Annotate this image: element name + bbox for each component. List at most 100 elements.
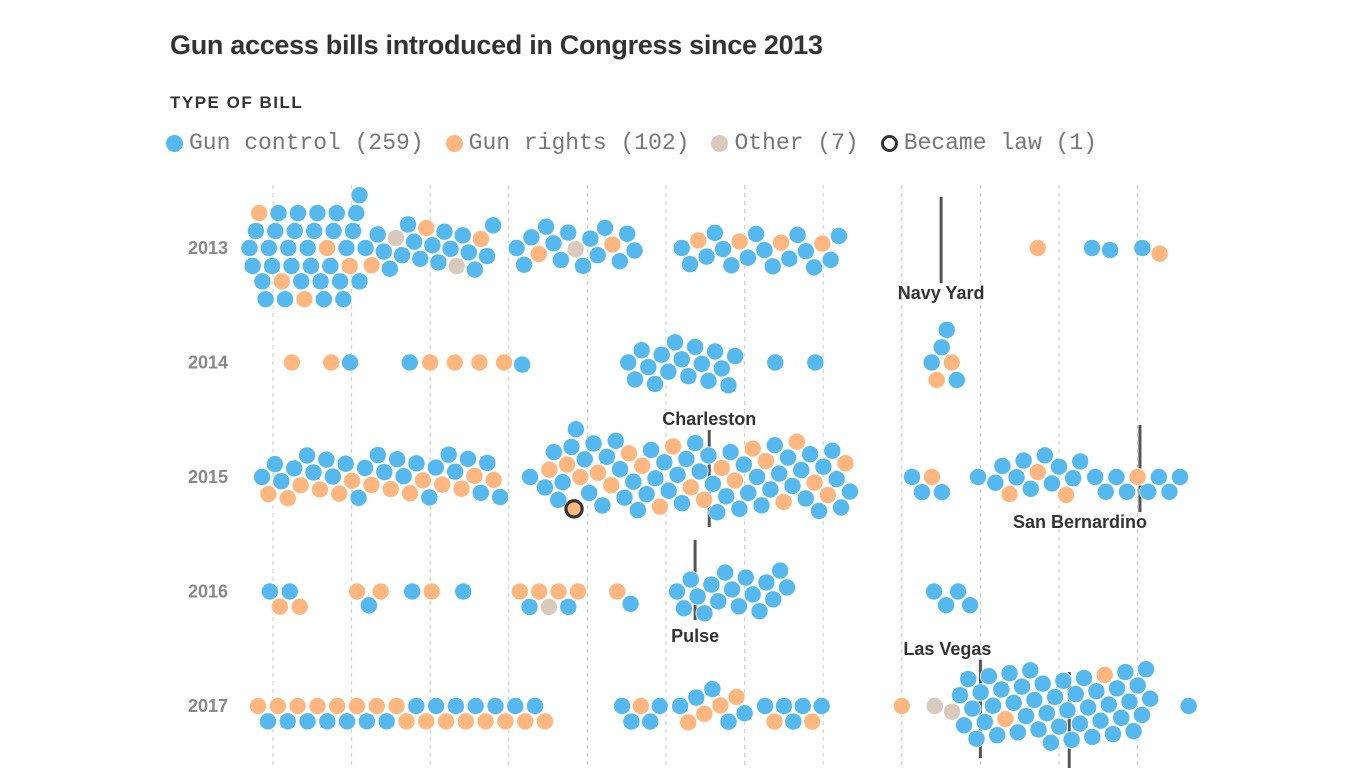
bill-dot-gun-control (672, 238, 691, 257)
bill-dot-other (925, 697, 944, 716)
bill-dot-gun-rights (922, 467, 941, 486)
bill-dot-gun-control (1116, 663, 1135, 682)
year-label: 2013 (188, 238, 228, 258)
legend-swatch (166, 134, 183, 152)
bill-dot-gun-control (377, 712, 396, 731)
bill-dot-gun-control (632, 341, 651, 360)
bill-dot-gun-control (551, 250, 570, 269)
bill-dot-gun-rights (1057, 485, 1076, 504)
bill-dot-gun-control (1070, 714, 1089, 733)
bill-dot-gun-control (1117, 482, 1136, 501)
bill-dot-gun-rights (774, 492, 793, 511)
bill-dot-gun-control (1029, 720, 1048, 739)
bill-dot-gun-control (757, 573, 776, 592)
bill-dot-gun-control (959, 670, 978, 689)
bill-dot-gun-control (723, 580, 742, 599)
bill-dot-gun-control (341, 353, 360, 372)
bill-dot-gun-control (311, 272, 330, 291)
bill-dot-gun-control (375, 463, 394, 482)
bill-dot-gun-control (1058, 701, 1077, 720)
bill-dot-gun-rights (471, 229, 490, 248)
bill-dot-gun-control (659, 481, 678, 500)
bill-dot-gun-control (453, 226, 472, 245)
bill-dot-gun-control (641, 712, 660, 731)
bill-dot-gun-control (703, 680, 722, 699)
bill-dot-gun-control (426, 458, 445, 477)
bill-dot-gun-control (292, 272, 311, 291)
bill-dot-gun-control (680, 255, 699, 274)
bill-dot-gun-control (774, 697, 793, 716)
bill-dot-gun-rights (249, 697, 268, 716)
bill-dot-gun-control (584, 434, 603, 453)
bill-dot-gun-control (621, 594, 640, 613)
bill-dot-gun-control (967, 729, 986, 748)
bill-dot-gun-rights (588, 463, 607, 482)
bill-dot-gun-control (765, 436, 784, 455)
bill-dot-gun-control (625, 241, 644, 260)
legend-label: Gun rights (102) (468, 130, 690, 156)
bill-dot-gun-rights (272, 272, 291, 291)
bill-dot-gun-control (285, 459, 304, 478)
bill-dot-gun-rights (328, 697, 347, 716)
bill-dot-gun-control (778, 578, 797, 597)
bill-dot-gun-rights (695, 490, 714, 509)
bill-dot-gun-rights (818, 486, 837, 505)
bill-dot-gun-control (622, 712, 641, 731)
bill-dot-gun-control (1108, 679, 1127, 698)
bill-dot-gun-control (734, 455, 753, 474)
bill-dot-gun-control (925, 582, 944, 601)
bill-dot-gun-rights (348, 582, 367, 601)
year-label: 2016 (188, 582, 228, 602)
bill-dot-gun-control (301, 256, 320, 275)
bill-dot-gun-control (374, 242, 393, 261)
bill-dot-gun-control (407, 697, 426, 716)
bill-dot-gun-control (903, 467, 922, 486)
bill-dot-gun-control (521, 467, 540, 486)
event-label: Navy Yard (898, 283, 985, 303)
bill-dot-gun-control (349, 488, 368, 507)
bill-dot-gun-control (971, 683, 990, 702)
bill-dot-gun-rights (996, 710, 1015, 729)
bill-dot-gun-control (766, 353, 785, 372)
bill-dot-gun-rights (250, 204, 269, 223)
bill-dot-gun-control (526, 697, 545, 716)
bill-dot-gun-rights (401, 484, 420, 503)
bill-dot-gun-control (1179, 697, 1198, 716)
bill-dot-gun-control (314, 290, 333, 309)
bill-dot-gun-rights (679, 713, 698, 732)
bill-dot-gun-control (748, 467, 767, 486)
bill-dot-gun-rights (371, 582, 390, 601)
bill-dot-gun-control (783, 477, 802, 496)
bill-dot-gun-control (324, 221, 343, 240)
bill-dot-gun-control (722, 256, 741, 275)
bill-dot-gun-control (1103, 725, 1122, 744)
bill-dot-gun-control (593, 496, 612, 515)
bill-dot-gun-rights (445, 353, 464, 372)
bill-dot-gun-control (743, 585, 762, 604)
bill-dot-gun-control (739, 483, 758, 502)
legend-label: Other (7) (734, 130, 859, 156)
bill-dot-gun-control (411, 249, 430, 268)
bill-dot-gun-rights (787, 432, 806, 451)
bill-dot-gun-rights (535, 712, 554, 731)
bill-dot-gun-control (513, 355, 532, 374)
bill-dot-gun-rights (756, 452, 775, 471)
bill-dot-gun-control (1021, 479, 1040, 498)
bill-dot-gun-control (932, 483, 951, 502)
bill-dot-gun-control (427, 697, 446, 716)
bill-dot-gun-control (780, 249, 799, 268)
bill-dot-gun-control (937, 320, 956, 339)
bill-dot-gun-control (484, 216, 503, 235)
bill-dot-gun-control (692, 354, 711, 373)
bill-dot-gun-rights (712, 458, 731, 477)
bill-dot-gun-control (827, 470, 846, 489)
bill-dot-gun-control (642, 440, 661, 459)
legend-swatch (711, 134, 729, 152)
legend-item-gun-control: Gun control (259) (166, 130, 424, 156)
bill-dot-gun-control (368, 225, 387, 244)
bill-dot-gun-control (686, 337, 705, 356)
bill-dot-gun-control (706, 342, 725, 361)
bill-dot-gun-control (702, 575, 721, 594)
bill-dot-gun-control (1160, 482, 1179, 501)
bill-dot-gun-control (1064, 469, 1083, 488)
